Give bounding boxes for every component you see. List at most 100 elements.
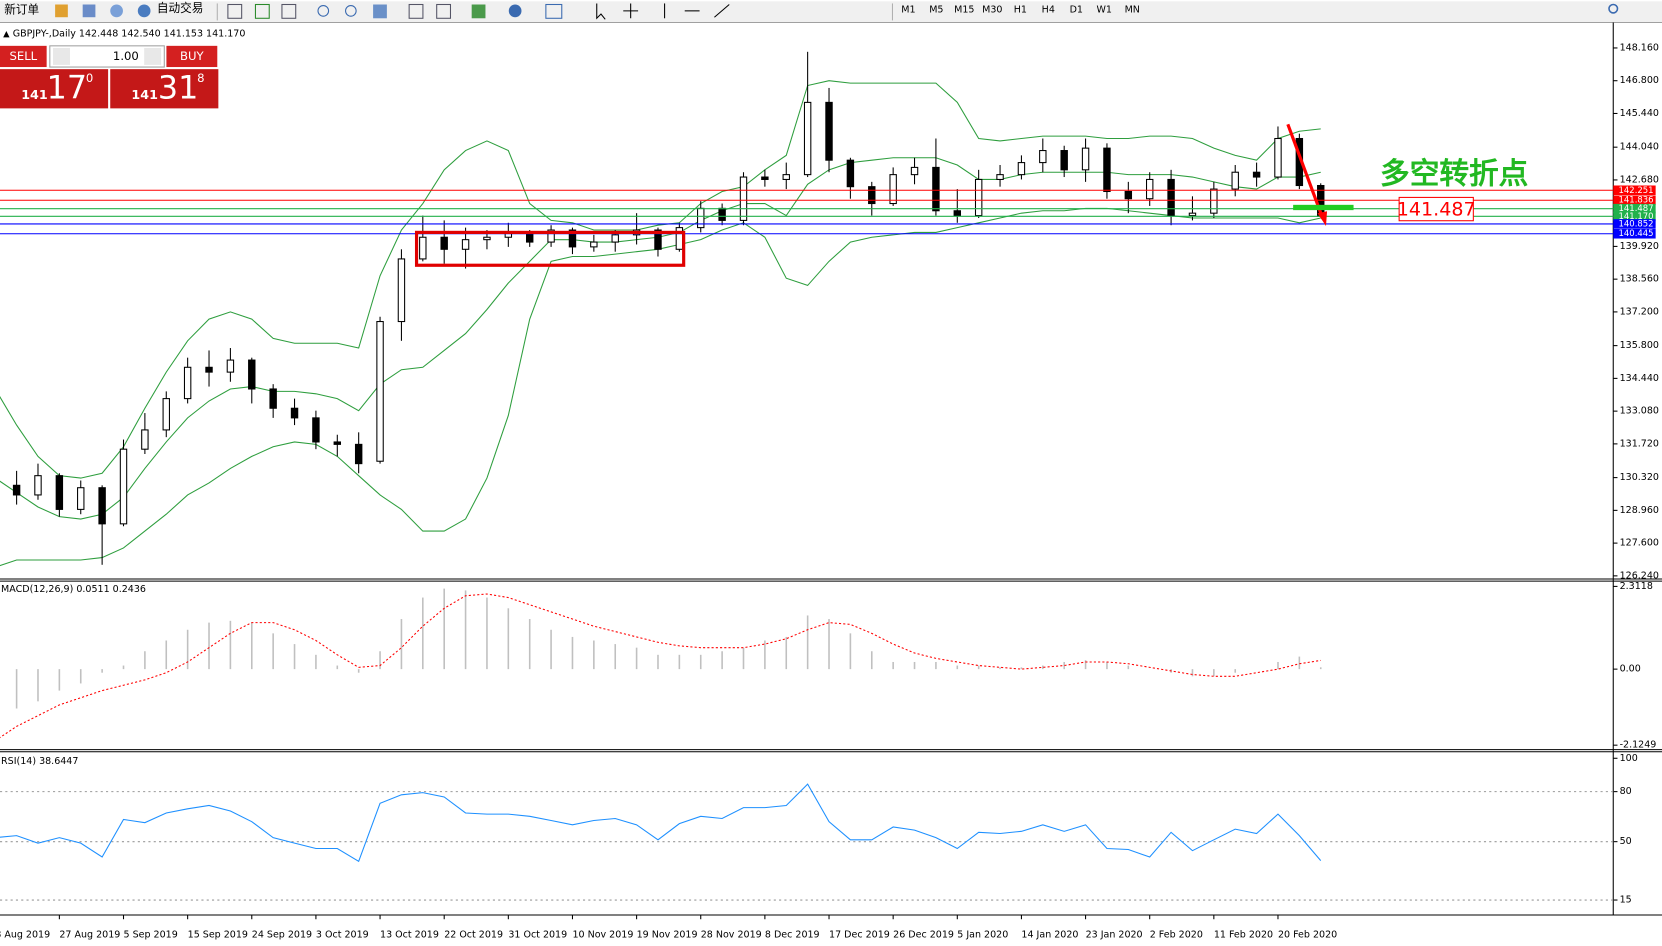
price-level-tag	[1613, 211, 1656, 222]
candle-body	[1145, 178, 1154, 200]
y-tick-label: 2.3118	[1620, 581, 1653, 592]
candle-body	[1103, 147, 1111, 193]
icon[interactable]	[317, 5, 330, 17]
x-tick-label: 31 Oct 2019	[508, 930, 567, 941]
price-level-label: 140.445	[1619, 228, 1654, 238]
timeframe-button[interactable]: M5	[929, 4, 943, 15]
sell-price-sup: 0	[86, 71, 93, 85]
lot-value[interactable]: 1.00	[113, 49, 139, 63]
lot-up[interactable]	[144, 47, 162, 65]
lot-input[interactable]	[49, 45, 165, 68]
candle-body	[397, 258, 406, 323]
sell-button[interactable]	[0, 45, 47, 68]
marker-bar	[1293, 204, 1354, 211]
candle-body	[141, 429, 149, 450]
timeframe-button[interactable]: M15	[954, 4, 974, 15]
icon[interactable]	[508, 4, 522, 18]
icon[interactable]	[281, 3, 297, 19]
candle-body	[1017, 162, 1026, 176]
icon[interactable]	[137, 4, 151, 18]
icon[interactable]	[373, 4, 387, 19]
toolbar	[0, 1, 1662, 23]
macd-title: MACD(12,26,9) 0.0511 0.2436	[1, 584, 146, 595]
icon[interactable]	[227, 3, 243, 19]
icon[interactable]	[471, 4, 486, 19]
icon[interactable]	[545, 3, 563, 19]
candle-body	[248, 359, 256, 390]
candle-body	[547, 229, 555, 243]
candle-body	[590, 241, 598, 248]
candle-body	[654, 229, 662, 250]
plot-layer: 148.160 146.800 145.440 144.040 142.680 139.9…	[0, 42, 1659, 941]
candle-body	[974, 178, 983, 217]
icon[interactable]	[345, 5, 357, 17]
icon[interactable]	[82, 4, 96, 18]
y-tick-label: 138.560	[1620, 274, 1659, 285]
x-tick-label: 20 Feb 2020	[1278, 930, 1337, 941]
timeframe-button[interactable]: H1	[1014, 4, 1027, 15]
buy-price-box[interactable]	[110, 69, 219, 109]
buy-button[interactable]	[166, 45, 218, 68]
timeframe-button[interactable]: D1	[1070, 4, 1083, 15]
candle-body	[354, 443, 363, 465]
buy-price-sup: 8	[197, 71, 204, 85]
timeframe-button[interactable]: M1	[901, 4, 915, 15]
candle-body	[996, 174, 1004, 180]
buy-price-main: 31	[158, 69, 198, 106]
candle-body	[419, 236, 427, 260]
candle-body	[1167, 178, 1175, 217]
x-tick-label: 5 Jan 2020	[957, 930, 1008, 941]
candle-body	[461, 239, 470, 250]
buy-price-big: 141	[131, 87, 158, 102]
x-tick-label: 24 Sep 2019	[252, 930, 312, 941]
bollinger-middle	[0, 157, 1321, 520]
timeframes: M1 M5 M15 M30 H1 H4 D1 W1 MN	[901, 4, 1140, 15]
timeframe-button[interactable]: M30	[982, 4, 1002, 15]
sell-price-box[interactable]	[0, 69, 109, 109]
y-tick-label: 0.00	[1620, 664, 1641, 675]
symbol-toggle[interactable]	[3, 31, 10, 38]
icon[interactable]	[408, 3, 424, 19]
timeframe-button[interactable]: H4	[1042, 4, 1055, 15]
icon[interactable]	[110, 4, 123, 18]
price-level-label: 141.487	[1619, 203, 1654, 213]
timeframe-button[interactable]: W1	[1097, 4, 1112, 15]
candle-body	[739, 176, 748, 221]
icon[interactable]	[254, 3, 270, 19]
x-tick-label: 27 Aug 2019	[59, 930, 120, 941]
bollinger-upper	[0, 80, 1321, 479]
price-level-label: 140.852	[1619, 218, 1654, 228]
candle-body	[312, 417, 320, 443]
candle-body	[440, 236, 448, 250]
auto-trading-button[interactable]: 自动交易	[157, 1, 204, 15]
buy-label[interactable]: BUY	[180, 49, 205, 63]
y-tick-label: 135.800	[1620, 340, 1659, 351]
candle-body	[98, 487, 106, 525]
timeframe-button[interactable]: MN	[1125, 4, 1140, 15]
icon[interactable]	[436, 3, 452, 19]
icon[interactable]	[714, 4, 730, 18]
candle-body	[55, 475, 64, 510]
price-level-label: 141.836	[1619, 195, 1654, 205]
x-tick-label: 2 Feb 2020	[1150, 930, 1203, 941]
icon[interactable]	[55, 4, 68, 18]
candle-body	[889, 174, 897, 205]
lot-down[interactable]	[52, 47, 70, 65]
sell-price-big: 141	[21, 87, 48, 102]
x-tick-label: 8 Dec 2019	[765, 930, 820, 941]
search-icon[interactable]	[1608, 3, 1619, 14]
y-tick-label: 50	[1620, 836, 1632, 847]
candle-body	[1124, 190, 1133, 200]
candle-body	[697, 207, 705, 229]
candle-body	[1060, 150, 1068, 171]
toolbar-items: 新订单 自动交易 M1 M5 M15 M30 H1 H4 D1 W1 MN	[4, 1, 1619, 21]
candle-body	[119, 448, 128, 525]
icon[interactable]	[623, 3, 639, 19]
candle-body	[825, 101, 833, 161]
x-tick-label: 22 Oct 2019	[444, 930, 503, 941]
new-order-button[interactable]: 新订单	[4, 2, 39, 16]
y-tick-label: -2.1249	[1620, 740, 1657, 751]
sell-label[interactable]: SELL	[9, 49, 37, 63]
candle-body	[1081, 147, 1090, 171]
icon[interactable]	[596, 3, 606, 20]
